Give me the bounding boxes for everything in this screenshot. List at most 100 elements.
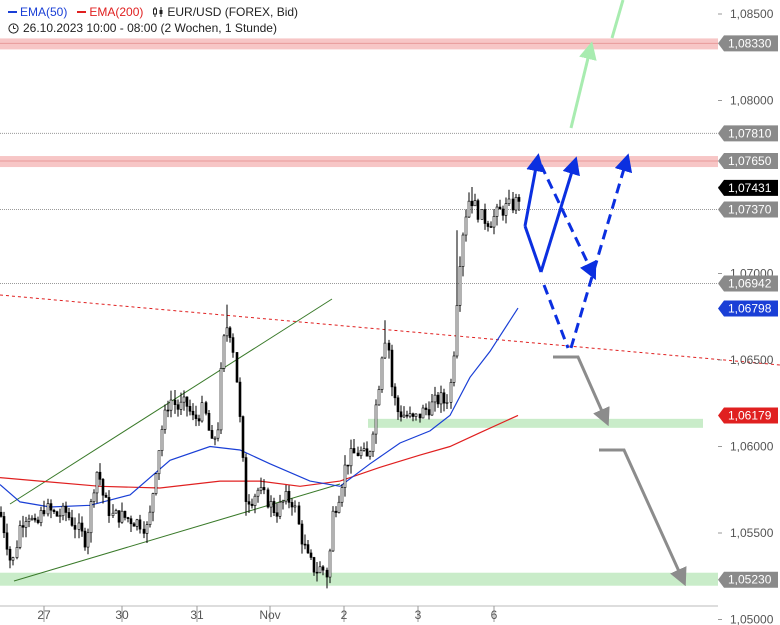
ema50-line (0, 307, 519, 508)
ema-layer (0, 307, 519, 508)
candle-up (219, 368, 223, 431)
candle-up (151, 493, 155, 513)
candle-down (334, 510, 338, 513)
candle-down (142, 528, 146, 534)
candle-down (55, 511, 59, 517)
candle-up (30, 517, 34, 520)
candle-down (210, 430, 214, 439)
candle-up (458, 266, 462, 306)
candle-up (15, 547, 19, 558)
y-tick-label: 1,08500 (730, 7, 774, 21)
candle-down (5, 532, 9, 550)
candle-down (117, 510, 121, 523)
x-tick-label: Nov (259, 608, 280, 622)
candle-down (67, 512, 71, 518)
candle-down (290, 502, 294, 508)
candle-up (492, 216, 496, 228)
price-badge: 1,07810 (718, 125, 778, 142)
candle-down (266, 489, 270, 508)
candle-up (39, 510, 43, 523)
candle-down (321, 566, 325, 571)
candle-up (61, 505, 65, 517)
chart-legend: EMA(50) EMA(200) EUR/USD (FOREX, Bid) 26… (8, 4, 304, 36)
legend-instrument: EUR/USD (FOREX, Bid) (153, 4, 298, 20)
candle-down (70, 517, 74, 526)
dashed-arrow-down (539, 164, 597, 281)
candle-down (303, 543, 307, 546)
candle-down (470, 200, 474, 207)
candle-down (235, 352, 239, 383)
candle-down (399, 411, 403, 418)
price-badge-label: 1,07650 (728, 154, 772, 168)
candle-down (173, 399, 177, 405)
candle-down (511, 198, 515, 211)
bull-arrow-blue-1 (523, 153, 545, 227)
candle-up (467, 200, 471, 218)
candle-up (157, 450, 161, 475)
y-tick-label: 1,05000 (730, 613, 774, 625)
candle-down (0, 511, 3, 517)
price-badge: 1,07370 (718, 201, 778, 218)
price-badge-bg (718, 153, 778, 170)
candle-down (207, 412, 211, 431)
price-badge-bg (718, 275, 778, 292)
legend-timeframe: 26.10.2023 10:00 - 08:00 (2 Wochen, 1 St… (23, 21, 277, 35)
candle-up (114, 510, 118, 514)
price-badges: 1,08330 1,07810 1,07650 1,07431 1,07370 1,069… (718, 35, 778, 588)
candle-down (126, 517, 130, 519)
price-badge-label: 1,06942 (728, 277, 772, 291)
candle-down (33, 517, 37, 521)
candle-down (83, 530, 87, 548)
candle-down (36, 519, 40, 523)
channel-layer (9, 298, 341, 582)
support-zone-mid (368, 418, 703, 428)
price-badge-label: 1,06179 (728, 409, 772, 423)
price-badge-label: 1,06798 (728, 301, 772, 315)
candle-up (421, 407, 425, 419)
channel-lower (13, 483, 341, 582)
price-badge-bg (718, 125, 778, 142)
candle-up (402, 414, 406, 418)
arrows-layer (523, 0, 687, 587)
candle-down (405, 414, 409, 417)
candle-up (284, 490, 288, 502)
candle-up (514, 197, 518, 211)
candle-down (241, 416, 245, 458)
candle-up (340, 487, 344, 503)
candle-down (64, 505, 68, 513)
candle-down (238, 381, 242, 417)
candle-down (132, 523, 136, 527)
trendline-dashed (0, 294, 780, 366)
candle-up (58, 515, 62, 518)
candle-up (461, 234, 465, 267)
candle-down (123, 510, 127, 518)
candle-up (120, 510, 124, 523)
price-badge: 1,06179 (718, 407, 778, 424)
candle-down (517, 197, 521, 202)
x-tick-label: 27 (37, 608, 51, 622)
candle-down (272, 501, 276, 513)
candle-up (89, 501, 93, 534)
candle-down (352, 448, 356, 454)
candle-up (253, 495, 257, 506)
candle-down (306, 544, 310, 554)
price-badge-bg (718, 35, 778, 52)
candle-up (430, 401, 434, 416)
candle-up (281, 500, 285, 503)
candle-up (368, 451, 372, 457)
candle-up (433, 394, 437, 403)
price-badge: 1,07431 (718, 179, 778, 196)
candle-up (504, 203, 508, 216)
price-badge-label: 1,07431 (728, 181, 772, 195)
zones-layer (0, 38, 718, 586)
legend-ema50-label: EMA(50) (20, 5, 68, 19)
candles-layer (0, 187, 521, 589)
candle-down (356, 452, 360, 457)
candle-down (309, 552, 313, 558)
candle-down (98, 471, 102, 480)
candle-down (418, 413, 422, 419)
clock-icon (8, 22, 19, 34)
y-tick-label: 1,06500 (730, 353, 774, 367)
price-badge-bg (718, 571, 778, 588)
candle-down (191, 410, 195, 416)
